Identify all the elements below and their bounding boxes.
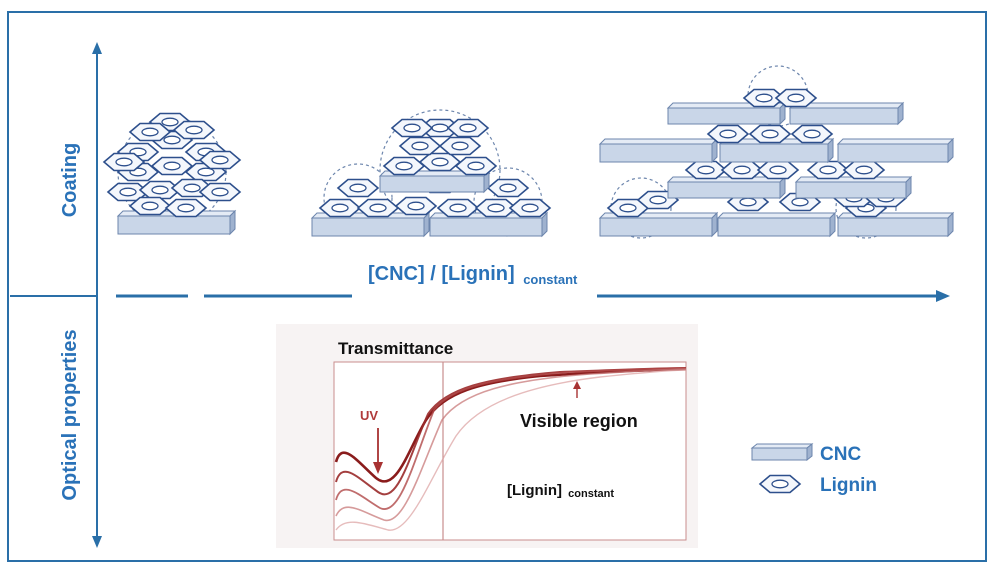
lignin-label-subscript: constant xyxy=(568,488,614,500)
transmittance-curves xyxy=(334,367,687,531)
legend-cnc-label: CNC xyxy=(820,444,861,465)
cnc-rod xyxy=(598,137,719,164)
lignin-molecule xyxy=(487,178,529,198)
lignin-molecule xyxy=(455,156,497,176)
lignin-molecule xyxy=(685,160,727,180)
graph-title: Transmittance xyxy=(338,339,453,358)
legend-item-lignin: Lignin xyxy=(759,474,877,496)
lignin-molecule xyxy=(509,198,551,218)
lignin-molecule xyxy=(319,198,361,218)
lignin-molecule xyxy=(721,160,763,180)
lignin-molecule xyxy=(391,118,433,138)
cnc-rod xyxy=(716,211,837,238)
lignin-label-main: [Lignin] xyxy=(507,482,562,499)
lignin-molecule xyxy=(383,156,425,176)
cnc-rod xyxy=(788,101,905,126)
structure-low-ratio xyxy=(103,112,241,236)
lignin-molecule xyxy=(103,152,145,172)
structure-mid-ratio xyxy=(310,109,551,238)
lignin-label-box xyxy=(504,472,664,522)
legend-item-cnc: CNC xyxy=(750,442,861,465)
uv-arrow xyxy=(373,428,383,474)
lignin-molecule xyxy=(419,152,461,172)
legend-lignin-label: Lignin xyxy=(820,475,877,496)
lignin-molecule xyxy=(807,160,849,180)
lignin-molecule xyxy=(399,136,441,156)
lignin-molecule xyxy=(791,124,833,144)
transmittance-curve-4 xyxy=(335,368,687,522)
outer-frame xyxy=(7,11,987,562)
cnc-rod xyxy=(794,175,913,200)
ratio-label: [CNC] / [Lignin] constant xyxy=(368,263,578,287)
lignin-molecule xyxy=(707,124,749,144)
cnc-rod xyxy=(666,175,787,200)
ratio-label-subscript: constant xyxy=(523,272,578,287)
optical-properties-axis-label: Optical properties xyxy=(59,329,81,500)
lignin-molecule xyxy=(129,196,171,216)
lignin-molecule xyxy=(843,160,885,180)
transmittance-curve-5 xyxy=(335,369,687,531)
legend: CNC Lignin xyxy=(750,442,877,496)
lignin-hexagon-icon xyxy=(759,474,801,494)
lignin-molecule xyxy=(199,182,241,202)
lignin-molecule xyxy=(199,150,241,170)
lignin-constant-label: [Lignin] constant xyxy=(507,482,614,500)
lignin-molecule xyxy=(173,120,215,140)
ratio-label-main: [CNC] / [Lignin] xyxy=(368,263,515,285)
lignin-molecule xyxy=(439,136,481,156)
lignin-molecule xyxy=(757,160,799,180)
uv-label: UV xyxy=(360,408,378,423)
cnc-rod xyxy=(836,211,955,238)
cnc-rod-icon xyxy=(750,442,814,462)
cnc-rod xyxy=(836,137,955,164)
lignin-molecule xyxy=(129,122,171,142)
lignin-molecule xyxy=(337,178,379,198)
lignin-molecule xyxy=(165,198,207,218)
lignin-molecule xyxy=(395,196,437,216)
transmittance-curve-3 xyxy=(335,367,687,511)
visible-arrow xyxy=(573,381,581,398)
lignin-molecule xyxy=(775,88,817,108)
transmittance-graph: Transmittance UV Visible region [Lignin]… xyxy=(276,324,698,548)
lignin-molecule xyxy=(749,124,791,144)
lignin-molecule xyxy=(437,198,479,218)
lignin-molecule xyxy=(357,198,399,218)
visible-label-box xyxy=(500,405,676,435)
visible-region-label: Visible region xyxy=(520,411,638,431)
ratio-axis-arrow xyxy=(116,290,950,302)
coating-axis-label: Coating xyxy=(59,143,81,217)
structure-high-ratio xyxy=(598,65,955,239)
lignin-molecule xyxy=(447,118,489,138)
